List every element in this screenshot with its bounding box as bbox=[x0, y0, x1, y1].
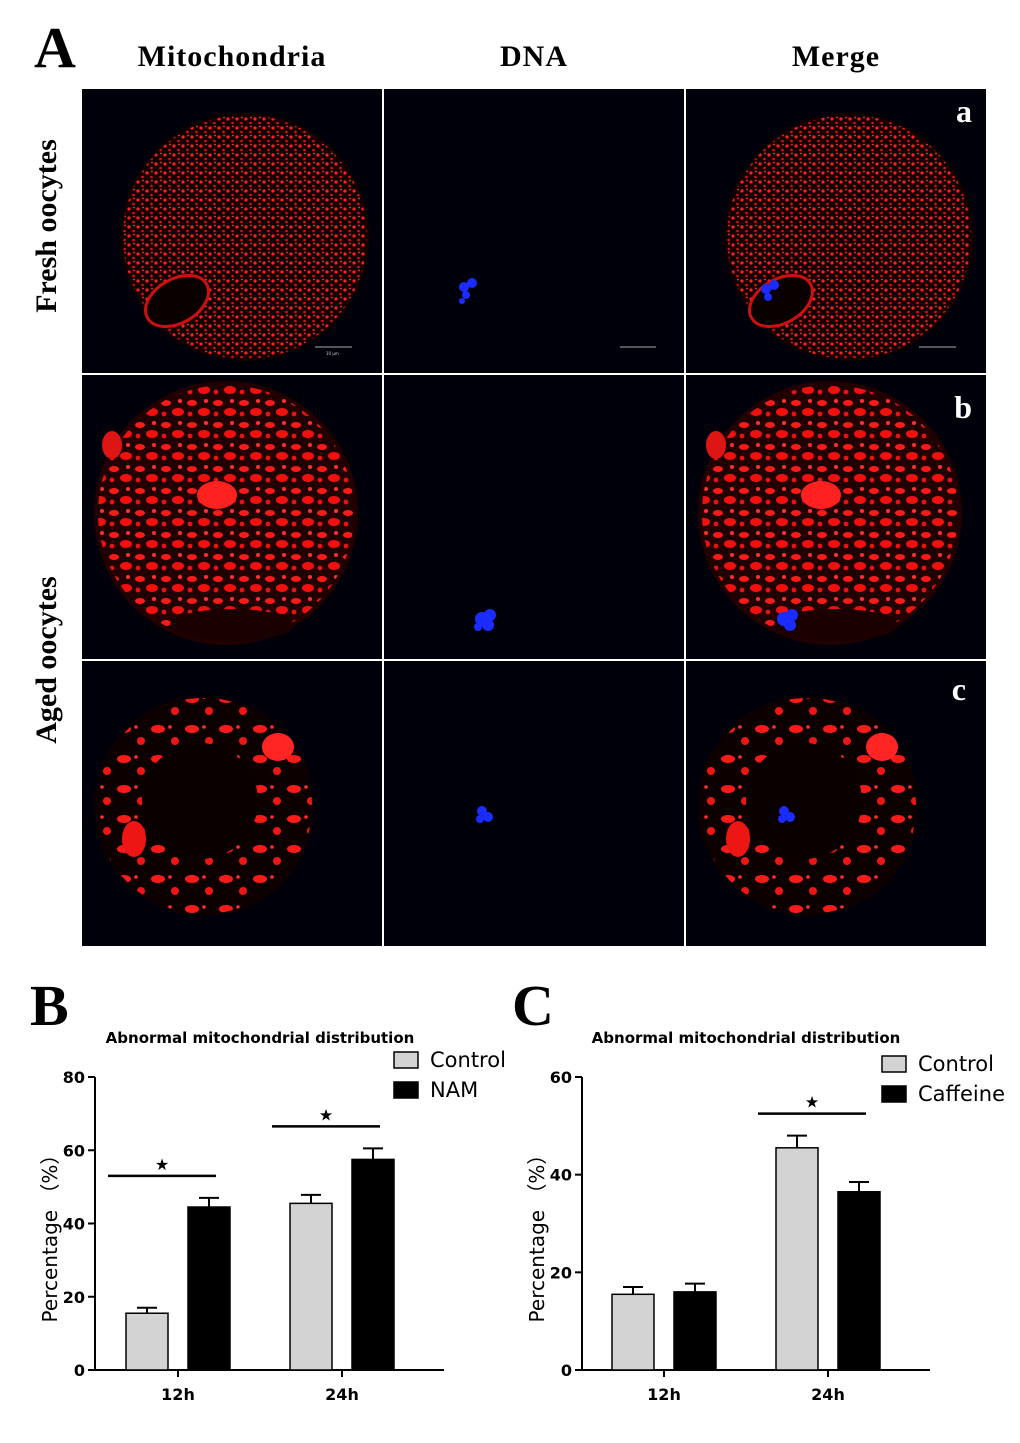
row-letter-a: a bbox=[956, 93, 972, 129]
micrograph-aged-dna-c bbox=[384, 661, 684, 946]
y-tick-label: 40 bbox=[63, 1215, 85, 1234]
row-letter-b: b bbox=[954, 389, 972, 425]
legend-swatch-control bbox=[881, 1055, 907, 1073]
row-header-aged-oocytes: Aged oocytes bbox=[30, 576, 63, 744]
micrograph-grid: 10 μm a bbox=[82, 89, 986, 946]
legend-label-control: Control bbox=[918, 1052, 994, 1076]
y-tick-label: 20 bbox=[63, 1288, 85, 1307]
panel-c-letter: C bbox=[512, 973, 554, 1038]
x-tick-label: 12h bbox=[161, 1385, 195, 1404]
bar-control-24h bbox=[775, 1147, 819, 1371]
micrograph-aged-merge-b: b bbox=[686, 375, 986, 659]
micrograph-aged-mitochondria-b bbox=[82, 375, 382, 659]
y-tick-label: 20 bbox=[550, 1263, 572, 1282]
x-tick-label: 12h bbox=[647, 1385, 681, 1404]
bar-nam-24h bbox=[351, 1158, 395, 1371]
legend-swatch-nam bbox=[393, 1081, 419, 1099]
bar-control-12h bbox=[125, 1312, 169, 1371]
legend-label-nam: NAM bbox=[430, 1078, 478, 1102]
bar-caffeine-12h bbox=[673, 1291, 717, 1371]
panel-a-letter: A bbox=[34, 15, 76, 80]
legend-label-control: Control bbox=[430, 1048, 506, 1072]
micrograph-fresh-merge: a bbox=[686, 89, 986, 373]
y-tick-label: 0 bbox=[561, 1361, 572, 1380]
y-tick-label: 0 bbox=[74, 1361, 85, 1380]
y-tick-label: 40 bbox=[550, 1166, 572, 1185]
x-tick-label: 24h bbox=[811, 1385, 845, 1404]
svg-text:10 μm: 10 μm bbox=[326, 351, 339, 356]
significance-star: ★ bbox=[805, 1093, 819, 1112]
bar-control-24h bbox=[289, 1202, 333, 1371]
x-tick-label: 24h bbox=[325, 1385, 359, 1404]
bar-control-12h bbox=[611, 1293, 655, 1371]
legend-swatch-caffeine bbox=[881, 1085, 907, 1103]
legend-label-caffeine: Caffeine bbox=[918, 1082, 1005, 1106]
chart-b-svg: Abnormal mitochondrial distribution 0 20 40… bbox=[38, 1029, 506, 1404]
chart-c-svg: Abnormal mitochondrial distribution 0 20 40… bbox=[525, 1029, 1005, 1404]
y-tick-label: 80 bbox=[63, 1068, 85, 1087]
panel-b-letter: B bbox=[30, 973, 69, 1038]
legend-swatch-control bbox=[393, 1051, 419, 1069]
micrograph-aged-mitochondria-c bbox=[82, 661, 382, 946]
chart-title: Abnormal mitochondrial distribution bbox=[106, 1029, 415, 1047]
bar-nam-12h bbox=[187, 1206, 231, 1371]
row-letter-c: c bbox=[951, 671, 966, 707]
bar-caffeine-24h bbox=[837, 1191, 881, 1371]
chart-title: Abnormal mitochondrial distribution bbox=[592, 1029, 901, 1047]
column-header-mitochondria: Mitochondria bbox=[137, 40, 327, 73]
significance-star: ★ bbox=[155, 1155, 169, 1174]
column-header-merge: Merge bbox=[791, 40, 881, 73]
micrograph-fresh-dna bbox=[384, 89, 684, 373]
column-header-dna: DNA bbox=[500, 40, 568, 73]
y-tick-label: 60 bbox=[550, 1068, 572, 1087]
micrograph-aged-dna-b bbox=[384, 375, 684, 659]
chart-b: Abnormal mitochondrial distribution 0 20 40… bbox=[0, 1010, 510, 1430]
row-header-fresh-oocytes: Fresh oocytes bbox=[30, 139, 63, 313]
micrograph-fresh-mitochondria: 10 μm bbox=[82, 89, 382, 373]
y-tick-label: 60 bbox=[63, 1141, 85, 1160]
chart-c: Abnormal mitochondrial distribution 0 20 40… bbox=[510, 1010, 1020, 1430]
y-axis-label: Percentage （%） bbox=[38, 1145, 62, 1323]
significance-star: ★ bbox=[319, 1105, 333, 1124]
micrograph-aged-merge-c: c bbox=[686, 661, 986, 946]
y-axis-label: Percentage （%） bbox=[525, 1145, 549, 1323]
